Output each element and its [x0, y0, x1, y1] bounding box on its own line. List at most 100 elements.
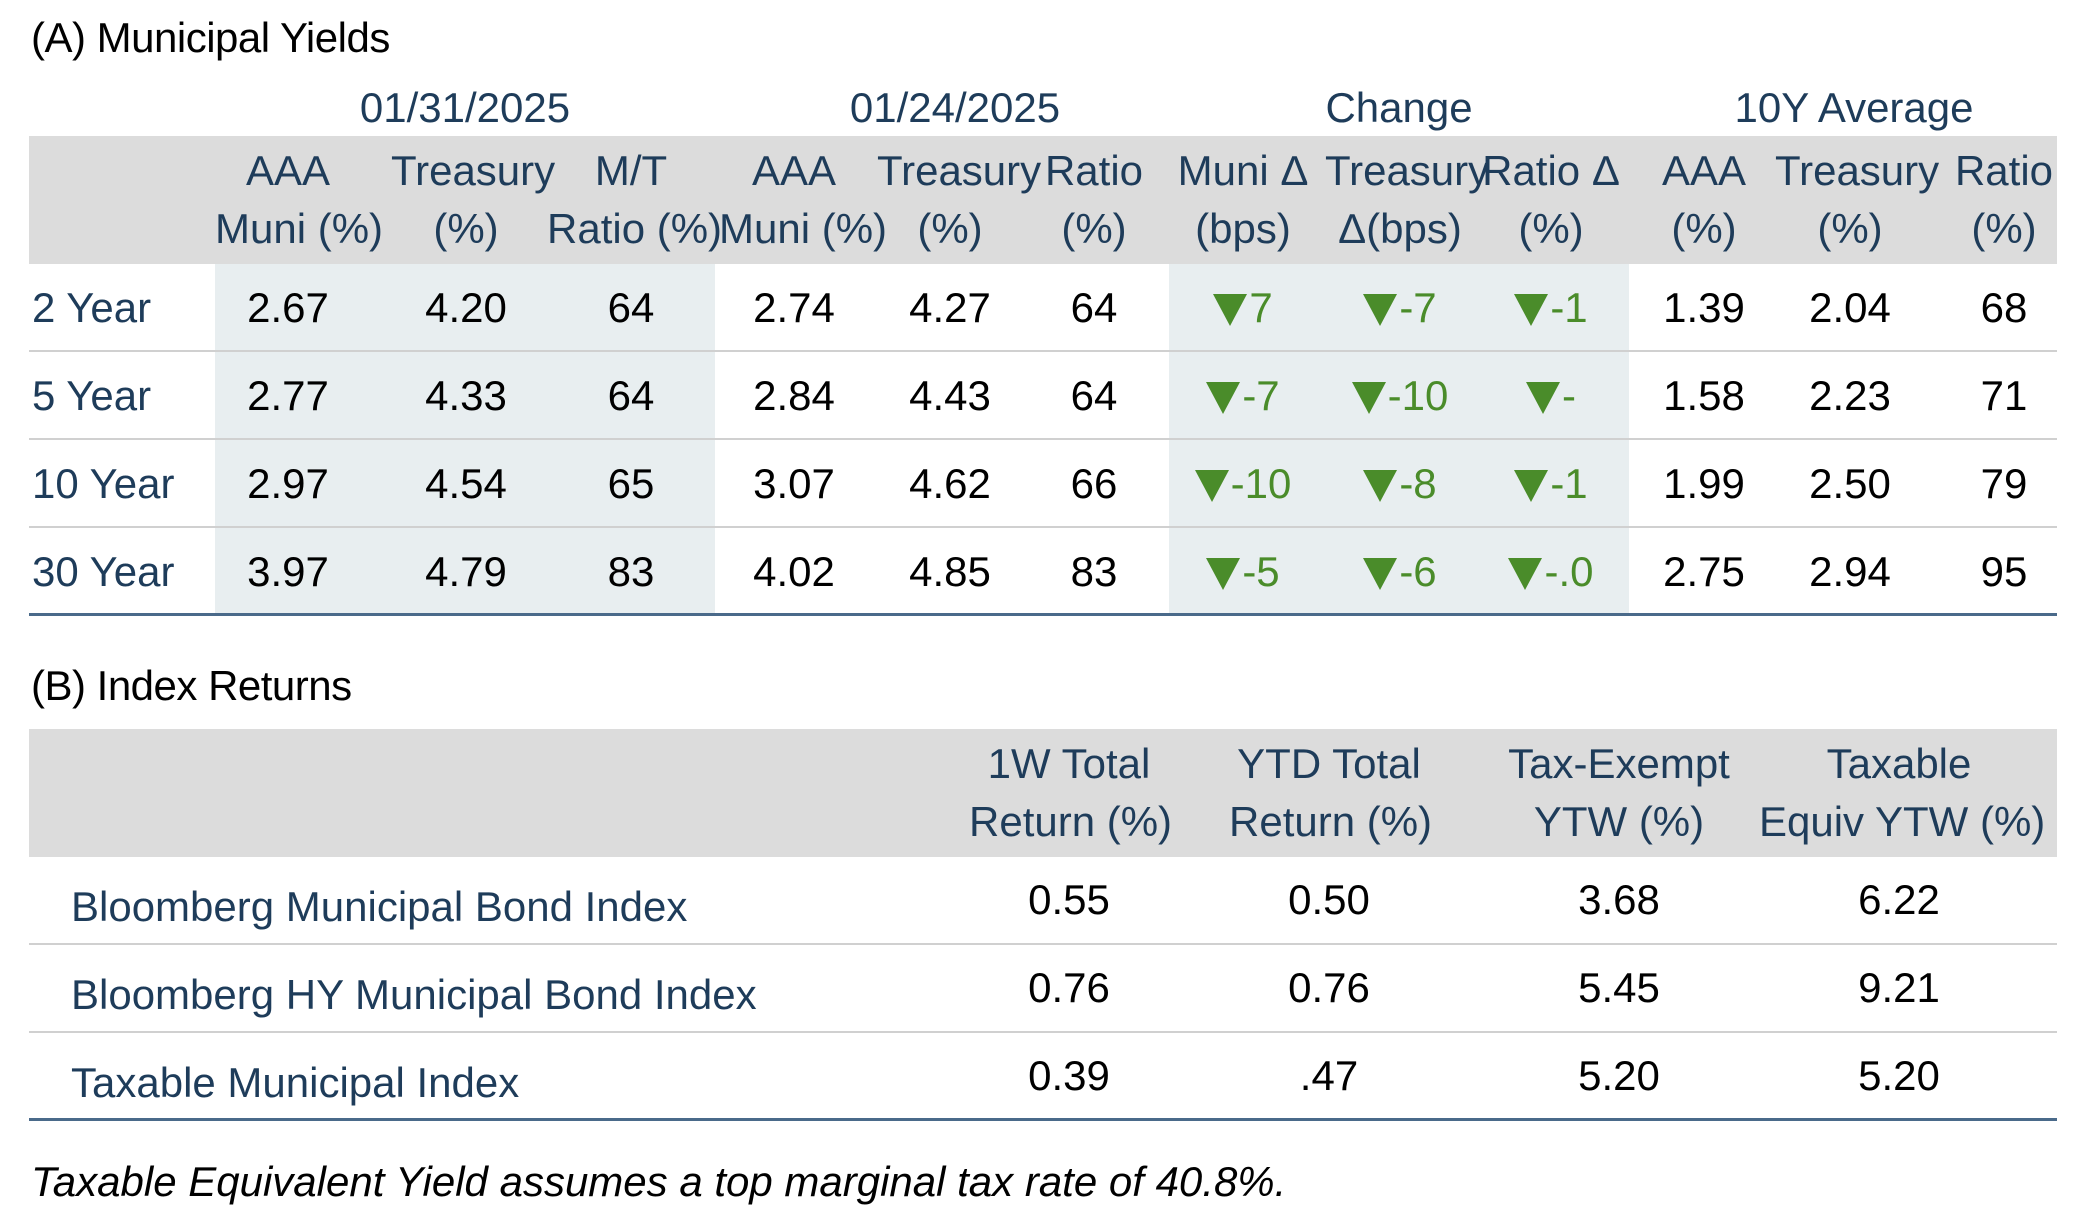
index-returns-table: 1W Total Return (%) YTD Total Return (%) T… [29, 729, 2057, 1121]
col-header-treasury-0131: Treasury (%) [391, 147, 556, 252]
change-value: -10 [1230, 460, 1292, 507]
down-triangle-icon [1206, 558, 1241, 590]
col-header-muni-delta: Muni Δ (bps) [1177, 147, 1309, 252]
row-label: 5 Year [32, 372, 152, 419]
col-header-ytd-total-return: YTD Total Return (%) [1229, 740, 1433, 845]
cell-aaa-muni-0131: 2.67 [247, 284, 329, 331]
table-row: Bloomberg HY Municipal Bond Index 0.76 0.7… [29, 945, 2057, 1033]
col-header-ratio-delta: Ratio Δ (%) [1482, 147, 1620, 252]
cell-ratio-0124: 64 [1070, 372, 1118, 419]
cell-aaa-muni-0124: 3.07 [753, 460, 835, 507]
change-value: 7 [1249, 284, 1273, 331]
change-value: -7 [1399, 284, 1437, 331]
cell-ratio-delta: - [1481, 352, 1621, 440]
shaded-band [215, 528, 715, 613]
col-header-mt-ratio: M/T Ratio (%) [547, 147, 723, 252]
change-value: -8 [1399, 460, 1437, 507]
down-triangle-icon [1363, 470, 1398, 502]
cell-treasury-0124: 4.62 [909, 460, 991, 507]
col-header-ratio-0124: Ratio (%) [1044, 147, 1144, 252]
cell-tax-exempt-ytw: 5.20 [1578, 1052, 1660, 1099]
col-header-ratio-10y: Ratio (%) [1954, 147, 2054, 252]
down-triangle-icon [1526, 382, 1560, 414]
section-a-title: (A) Municipal Yields [31, 14, 390, 61]
cell-treasury-10y: 2.23 [1809, 372, 1891, 419]
cell-ratio-delta: -1 [1481, 440, 1621, 528]
cell-treasury-0131: 4.20 [425, 284, 507, 331]
group-header-0131: 01/31/2025 [359, 84, 571, 131]
down-triangle-icon [1213, 294, 1248, 326]
down-triangle-icon [1363, 558, 1398, 590]
group-header-0124: 01/24/2025 [849, 84, 1061, 131]
row-label: 30 Year [32, 548, 175, 595]
index-returns-header-row: 1W Total Return (%) YTD Total Return (%) T… [29, 729, 2057, 857]
change-value: -6 [1399, 548, 1437, 595]
cell-treasury-10y: 2.04 [1809, 284, 1891, 331]
cell-aaa-muni-0124: 4.02 [753, 548, 835, 595]
shaded-band [215, 352, 715, 438]
cell-aaa-10y: 2.75 [1663, 548, 1745, 595]
cell-muni-delta: -7 [1173, 352, 1313, 440]
table-row: 30 Year 3.97 4.79 83 4.02 4.85 83 -5 -6 -.0 2.75 2.… [29, 528, 2057, 616]
municipal-yields-rows: 2 Year 2.67 4.20 64 2.74 4.27 64 7 -7 -1 1.39 2.04 6… [29, 264, 2057, 616]
shaded-band [215, 264, 715, 350]
cell-ratio-delta: -.0 [1481, 528, 1621, 616]
shaded-band [1169, 528, 1629, 613]
col-header-treasury-delta: Treasury Δ(bps) [1325, 147, 1490, 252]
down-triangle-icon [1514, 470, 1549, 502]
cell-aaa-muni-0124: 2.84 [753, 372, 835, 419]
col-header-aaa-muni-0124: AAA Muni (%) [719, 147, 888, 252]
index-name: Bloomberg Municipal Bond Index [71, 883, 688, 930]
cell-treasury-delta: -6 [1325, 528, 1475, 616]
col-header-tax-exempt-ytw: Tax-Exempt YTW (%) [1508, 740, 1730, 845]
index-returns-rows: Bloomberg Municipal Bond Index 0.55 0.50 3.… [29, 857, 2057, 1121]
cell-treasury-delta: -7 [1325, 264, 1475, 352]
change-value: -1 [1550, 284, 1588, 331]
cell-treasury-0131: 4.79 [425, 548, 507, 595]
cell-treasury-10y: 2.94 [1809, 548, 1891, 595]
cell-tax-exempt-ytw: 5.45 [1578, 964, 1660, 1011]
cell-aaa-10y: 1.99 [1663, 460, 1745, 507]
cell-ratio-10y: 79 [1980, 460, 2028, 507]
cell-aaa-muni-0131: 2.77 [247, 372, 329, 419]
cell-ratio-0124: 64 [1070, 284, 1118, 331]
section-b-title: (B) Index Returns [31, 662, 352, 709]
group-header-change: Change [1325, 84, 1473, 131]
cell-taxable-equiv-ytw: 9.21 [1858, 964, 1940, 1011]
col-header-treasury-10y: Treasury (%) [1775, 147, 1940, 252]
cell-muni-delta: -10 [1173, 440, 1313, 528]
cell-ratio-10y: 71 [1980, 372, 2028, 419]
index-name: Bloomberg HY Municipal Bond Index [71, 971, 757, 1018]
down-triangle-icon [1508, 558, 1543, 590]
table-row: 5 Year 2.77 4.33 64 2.84 4.43 64 -7 -10 - 1.58 2.23… [29, 352, 2057, 440]
cell-ytd-total-return: 0.50 [1288, 876, 1370, 923]
cell-treasury-delta: -8 [1325, 440, 1475, 528]
row-label: 2 Year [32, 284, 152, 331]
cell-treasury-0131: 4.33 [425, 372, 507, 419]
cell-ratio-delta: -1 [1481, 264, 1621, 352]
cell-aaa-muni-0131: 2.97 [247, 460, 329, 507]
shaded-band [1169, 440, 1629, 526]
cell-ratio-0124: 66 [1070, 460, 1118, 507]
col-header-aaa-10y: AAA (%) [1661, 147, 1747, 252]
change-value: -.0 [1544, 548, 1594, 595]
cell-treasury-0124: 4.27 [909, 284, 991, 331]
table-row: Bloomberg Municipal Bond Index 0.55 0.50 3.… [29, 857, 2057, 945]
down-triangle-icon [1363, 294, 1398, 326]
cell-aaa-muni-0124: 2.74 [753, 284, 835, 331]
table-row: Taxable Municipal Index 0.39 .47 5.20 5.20 [29, 1033, 2057, 1121]
cell-ratio-10y: 95 [1980, 548, 2028, 595]
footnote: Taxable Equivalent Yield assumes a top m… [31, 1158, 1287, 1205]
col-header-taxable-equiv-ytw: Taxable Equiv YTW (%) [1759, 740, 2046, 845]
change-value: -1 [1550, 460, 1588, 507]
cell-1w-total-return: 0.39 [1028, 1052, 1110, 1099]
down-triangle-icon [1194, 470, 1229, 502]
cell-ratio-10y: 68 [1980, 284, 2028, 331]
cell-mt-ratio: 64 [607, 372, 655, 419]
down-triangle-icon [1514, 294, 1549, 326]
change-value: -5 [1242, 548, 1280, 595]
change-value: - [1562, 372, 1576, 419]
cell-treasury-0124: 4.43 [909, 372, 991, 419]
cell-treasury-0131: 4.54 [425, 460, 507, 507]
